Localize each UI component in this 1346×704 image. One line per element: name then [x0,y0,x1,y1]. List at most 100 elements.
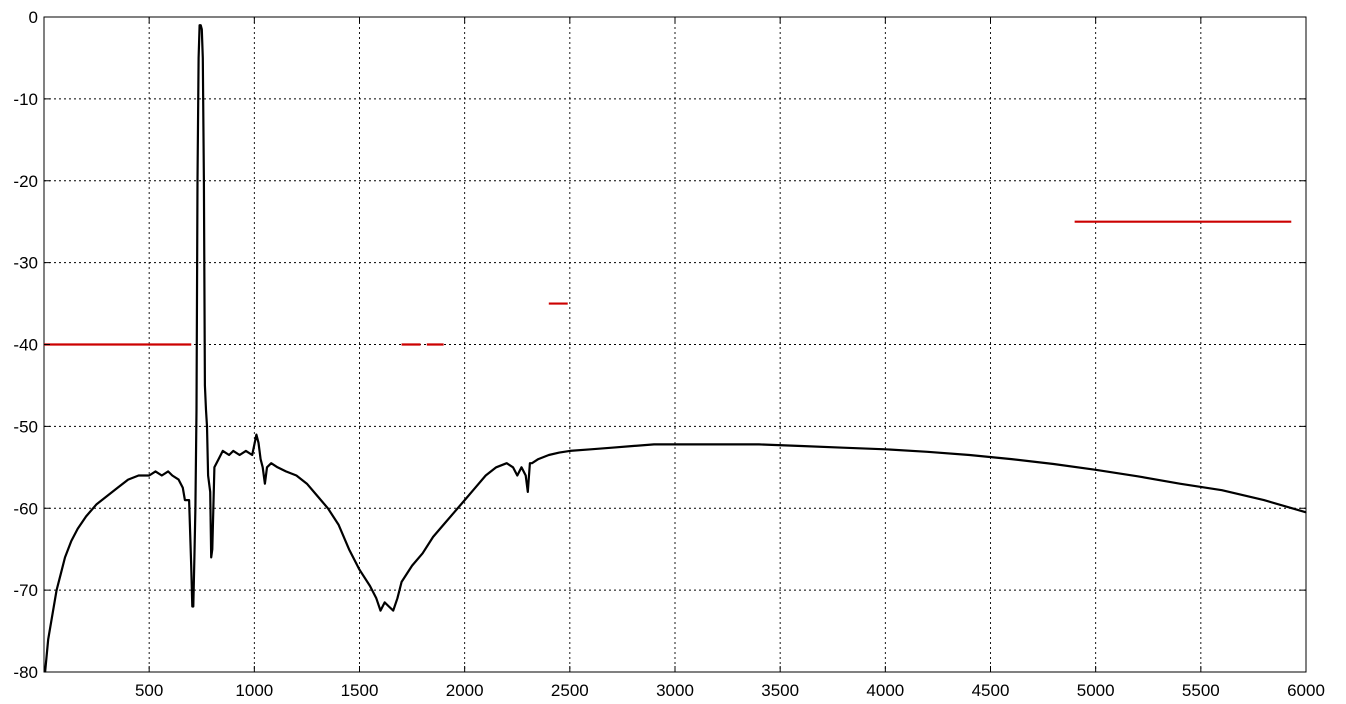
spectrum-data-point [266,466,268,468]
x-tick-label: 4000 [866,681,904,700]
spectrum-data-point [422,552,424,554]
spectrum-data-point [161,474,163,477]
x-tick-label: 1500 [341,681,379,700]
spectrum-data-point [206,425,208,427]
spectrum-data-point [632,445,634,447]
y-tick-label: -50 [13,417,38,436]
y-tick-label: -10 [13,90,38,109]
spectrum-data-point [464,499,466,501]
spectrum-data-point [239,454,241,456]
spectrum-data-point [285,470,287,472]
spectrum-data-point [842,447,844,449]
spectrum-data-point [537,458,539,460]
y-tick-label: -80 [13,663,38,682]
x-tick-label: 3000 [656,681,694,700]
spectrum-series-line [44,24,1307,673]
spectrum-data-point [1137,475,1139,477]
spectrum-data-point [1305,511,1307,513]
spectrum-data-point [306,483,308,485]
spectrum-data-point [211,548,213,550]
spectrum-data-point [196,180,199,182]
spectrum-data-point [127,479,129,481]
x-tick-label: 4500 [972,681,1010,700]
spectrum-data-point [558,452,560,454]
x-tick-label: 2500 [551,681,589,700]
spectrum-data-point [512,466,514,468]
spectrum-data-point [375,597,377,599]
spectrum-data-point [716,443,718,445]
spectrum-data-point [884,448,886,450]
spectrum-data-point [379,610,382,612]
spectrum-data-point [210,556,212,559]
spectrum-data-point [260,458,262,460]
spectrum-data-point [207,474,209,477]
spectrum-data-point [148,474,150,477]
spectrum-data-point [348,548,350,550]
y-tick-label: -20 [13,172,38,191]
x-tick-label: 5500 [1182,681,1220,700]
spectrum-data-point [611,447,613,449]
spectrum-data-point [495,466,497,468]
spectrum-data-point [453,511,455,513]
spectrum-data-point [70,540,72,542]
spectrum-data-point [569,450,571,452]
spectrum-data-point [527,491,529,493]
series-layer [44,24,1307,673]
x-tick-label: 5000 [1077,681,1115,700]
spectrum-data-point [228,454,230,456]
spectrum-data-point [1221,489,1223,491]
spectrum-data-point [106,495,108,497]
spectrum-data-point [138,474,140,477]
spectrum-data-point [968,454,971,456]
spectrum-data-point [193,556,195,559]
spectrum-data-point [200,24,202,26]
spectrum-data-point [184,499,186,501]
spectrum-data-point [171,474,173,477]
spectrum-data-point [144,474,146,477]
spectrum-data-point [262,466,264,468]
spectrum-data-point [117,487,119,489]
spectrum-data-point [327,507,329,509]
spectrum-data-point [257,442,260,444]
spectrum-data-point [432,536,434,538]
spectrum-data-point [1095,469,1097,471]
spectrum-data-point [190,565,192,567]
spectrum-data-point [411,565,413,567]
spectrum-data-point [388,605,390,608]
spectrum-data-point [188,499,190,501]
spectrum-data-point [167,470,169,472]
spectrum-data-point [205,409,207,411]
spectrum-data-point [800,445,802,447]
spectrum-data-point [516,474,518,477]
spectrum-data-point [926,451,929,453]
spectrum-data-point [222,450,224,452]
spectrum-data-point [85,515,87,518]
x-tick-label: 1000 [235,681,273,700]
spectrum-data-point [384,601,386,604]
spectrum-data-point [674,443,676,445]
spectrum-data-point [209,491,211,493]
x-tick-label: 3500 [761,681,799,700]
spectrum-data-point [520,466,523,468]
spectrum-data-point [590,448,592,450]
spectrum-data-point [154,470,157,472]
spectrum-data-point [64,556,66,559]
spectrum-data-point [401,581,403,583]
x-tick-label: 2000 [446,681,484,700]
spectrum-data-point [264,483,266,485]
spectrum-data-point [232,450,234,452]
spectrum-data-point [251,454,253,456]
spectrum-data-point [191,605,193,608]
spectrum-data-point [201,28,203,30]
spectrum-data-point [195,409,198,411]
x-tick-label: 500 [135,681,163,700]
spectrum-data-point [276,466,279,468]
spectrum-data-point [1053,463,1055,465]
spectrum-data-point [192,605,194,608]
spectrum-data-point [758,443,760,445]
spectrum-data-point [96,503,98,505]
spectrum-data-point [202,57,204,59]
spectrum-data-point [529,462,531,464]
spectrum-data-point [295,474,297,477]
spectrum-data-point [485,474,487,477]
